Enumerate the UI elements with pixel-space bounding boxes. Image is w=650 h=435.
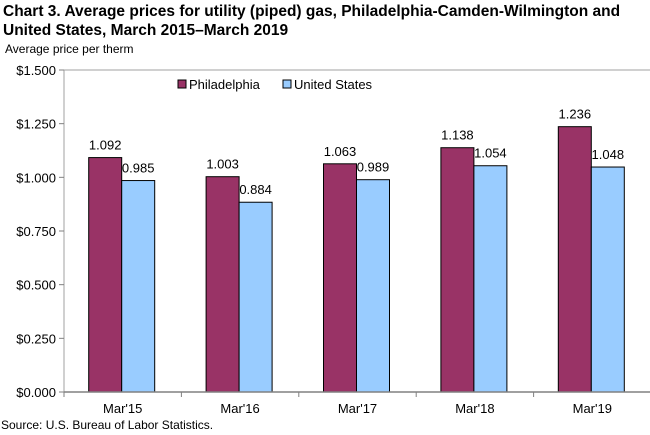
y-axis-label: Average price per therm [5,42,134,56]
x-tick-label: Mar'19 [573,401,612,416]
data-label: 1.138 [441,128,474,143]
bar-united-states [121,180,156,393]
chart-title: Chart 3. Average prices for utility (pip… [3,3,621,39]
data-label: 0.884 [239,182,272,197]
source-note: Source: U.S. Bureau of Labor Statistics. [1,418,214,432]
x-tick-label: Mar'16 [220,401,259,416]
y-tick-label: $1.500 [16,63,56,78]
y-tick-label: $1.250 [16,117,56,132]
data-label: 1.063 [324,144,357,159]
y-tick-label: $0.750 [16,224,56,239]
data-label: 1.048 [592,147,625,162]
legend-label: United States [294,77,373,92]
data-label: 1.003 [206,157,239,172]
x-tick-label: Mar'15 [103,401,142,416]
bar-united-states [356,179,390,393]
bar-united-states [473,165,508,393]
bar-philadelphia [440,147,475,393]
data-label: 1.054 [474,146,507,161]
bar-philadelphia [557,126,592,393]
legend-swatch-philadelphia [177,79,187,89]
y-tick-label: $0.000 [16,385,56,400]
x-tick-label: Mar'18 [455,401,494,416]
legend-label: Philadelphia [189,77,261,92]
y-tick-label: $0.500 [16,278,56,293]
bar-united-states [238,201,273,393]
data-label: 1.236 [559,107,592,122]
y-tick-label: $0.250 [16,331,56,346]
legend-swatch-united-states [282,79,292,89]
bar-philadelphia [88,157,123,393]
y-tick-label: $1.000 [16,170,56,185]
data-label: 0.985 [122,161,155,176]
data-label: 0.989 [357,160,390,175]
data-label: 1.092 [89,138,122,153]
bar-philadelphia [205,176,240,393]
x-tick-label: Mar'17 [338,401,377,416]
bar-united-states [590,166,625,393]
bar-philadelphia [323,163,357,393]
